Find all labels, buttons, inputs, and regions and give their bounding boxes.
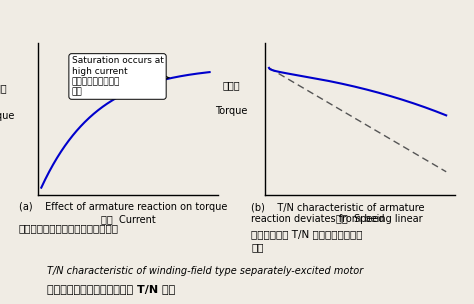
Text: トルク: トルク <box>222 80 240 90</box>
Text: 電機子反作用によるトルクへの影響: 電機子反作用によるトルクへの影響 <box>19 223 119 233</box>
Text: 電流  Current: 電流 Current <box>100 214 155 224</box>
Text: T/N characteristic of winding-field type separately-excited motor: T/N characteristic of winding-field type… <box>47 266 364 276</box>
Text: reaction deviates from being linear: reaction deviates from being linear <box>251 214 423 224</box>
Text: (b)    T/N characteristic of armature: (b) T/N characteristic of armature <box>251 202 425 212</box>
Text: Saturation occurs at
high current
高い電流で飽和が起
きる: Saturation occurs at high current 高い電流で飽… <box>72 56 169 97</box>
Text: 巻線界磁型他励モータの特性 T/N 特性: 巻線界磁型他励モータの特性 T/N 特性 <box>47 284 176 294</box>
Text: Torque: Torque <box>0 111 15 120</box>
Text: れる: れる <box>251 242 264 252</box>
Text: 速度  Speed: 速度 Speed <box>336 214 384 224</box>
Text: Torque: Torque <box>215 106 247 116</box>
Text: 電機子反作用 T/N 特性が直線からず: 電機子反作用 T/N 特性が直線からず <box>251 230 363 240</box>
Text: (a)    Effect of armature reaction on torque: (a) Effect of armature reaction on torqu… <box>19 202 228 212</box>
Text: トルク: トルク <box>0 83 7 93</box>
